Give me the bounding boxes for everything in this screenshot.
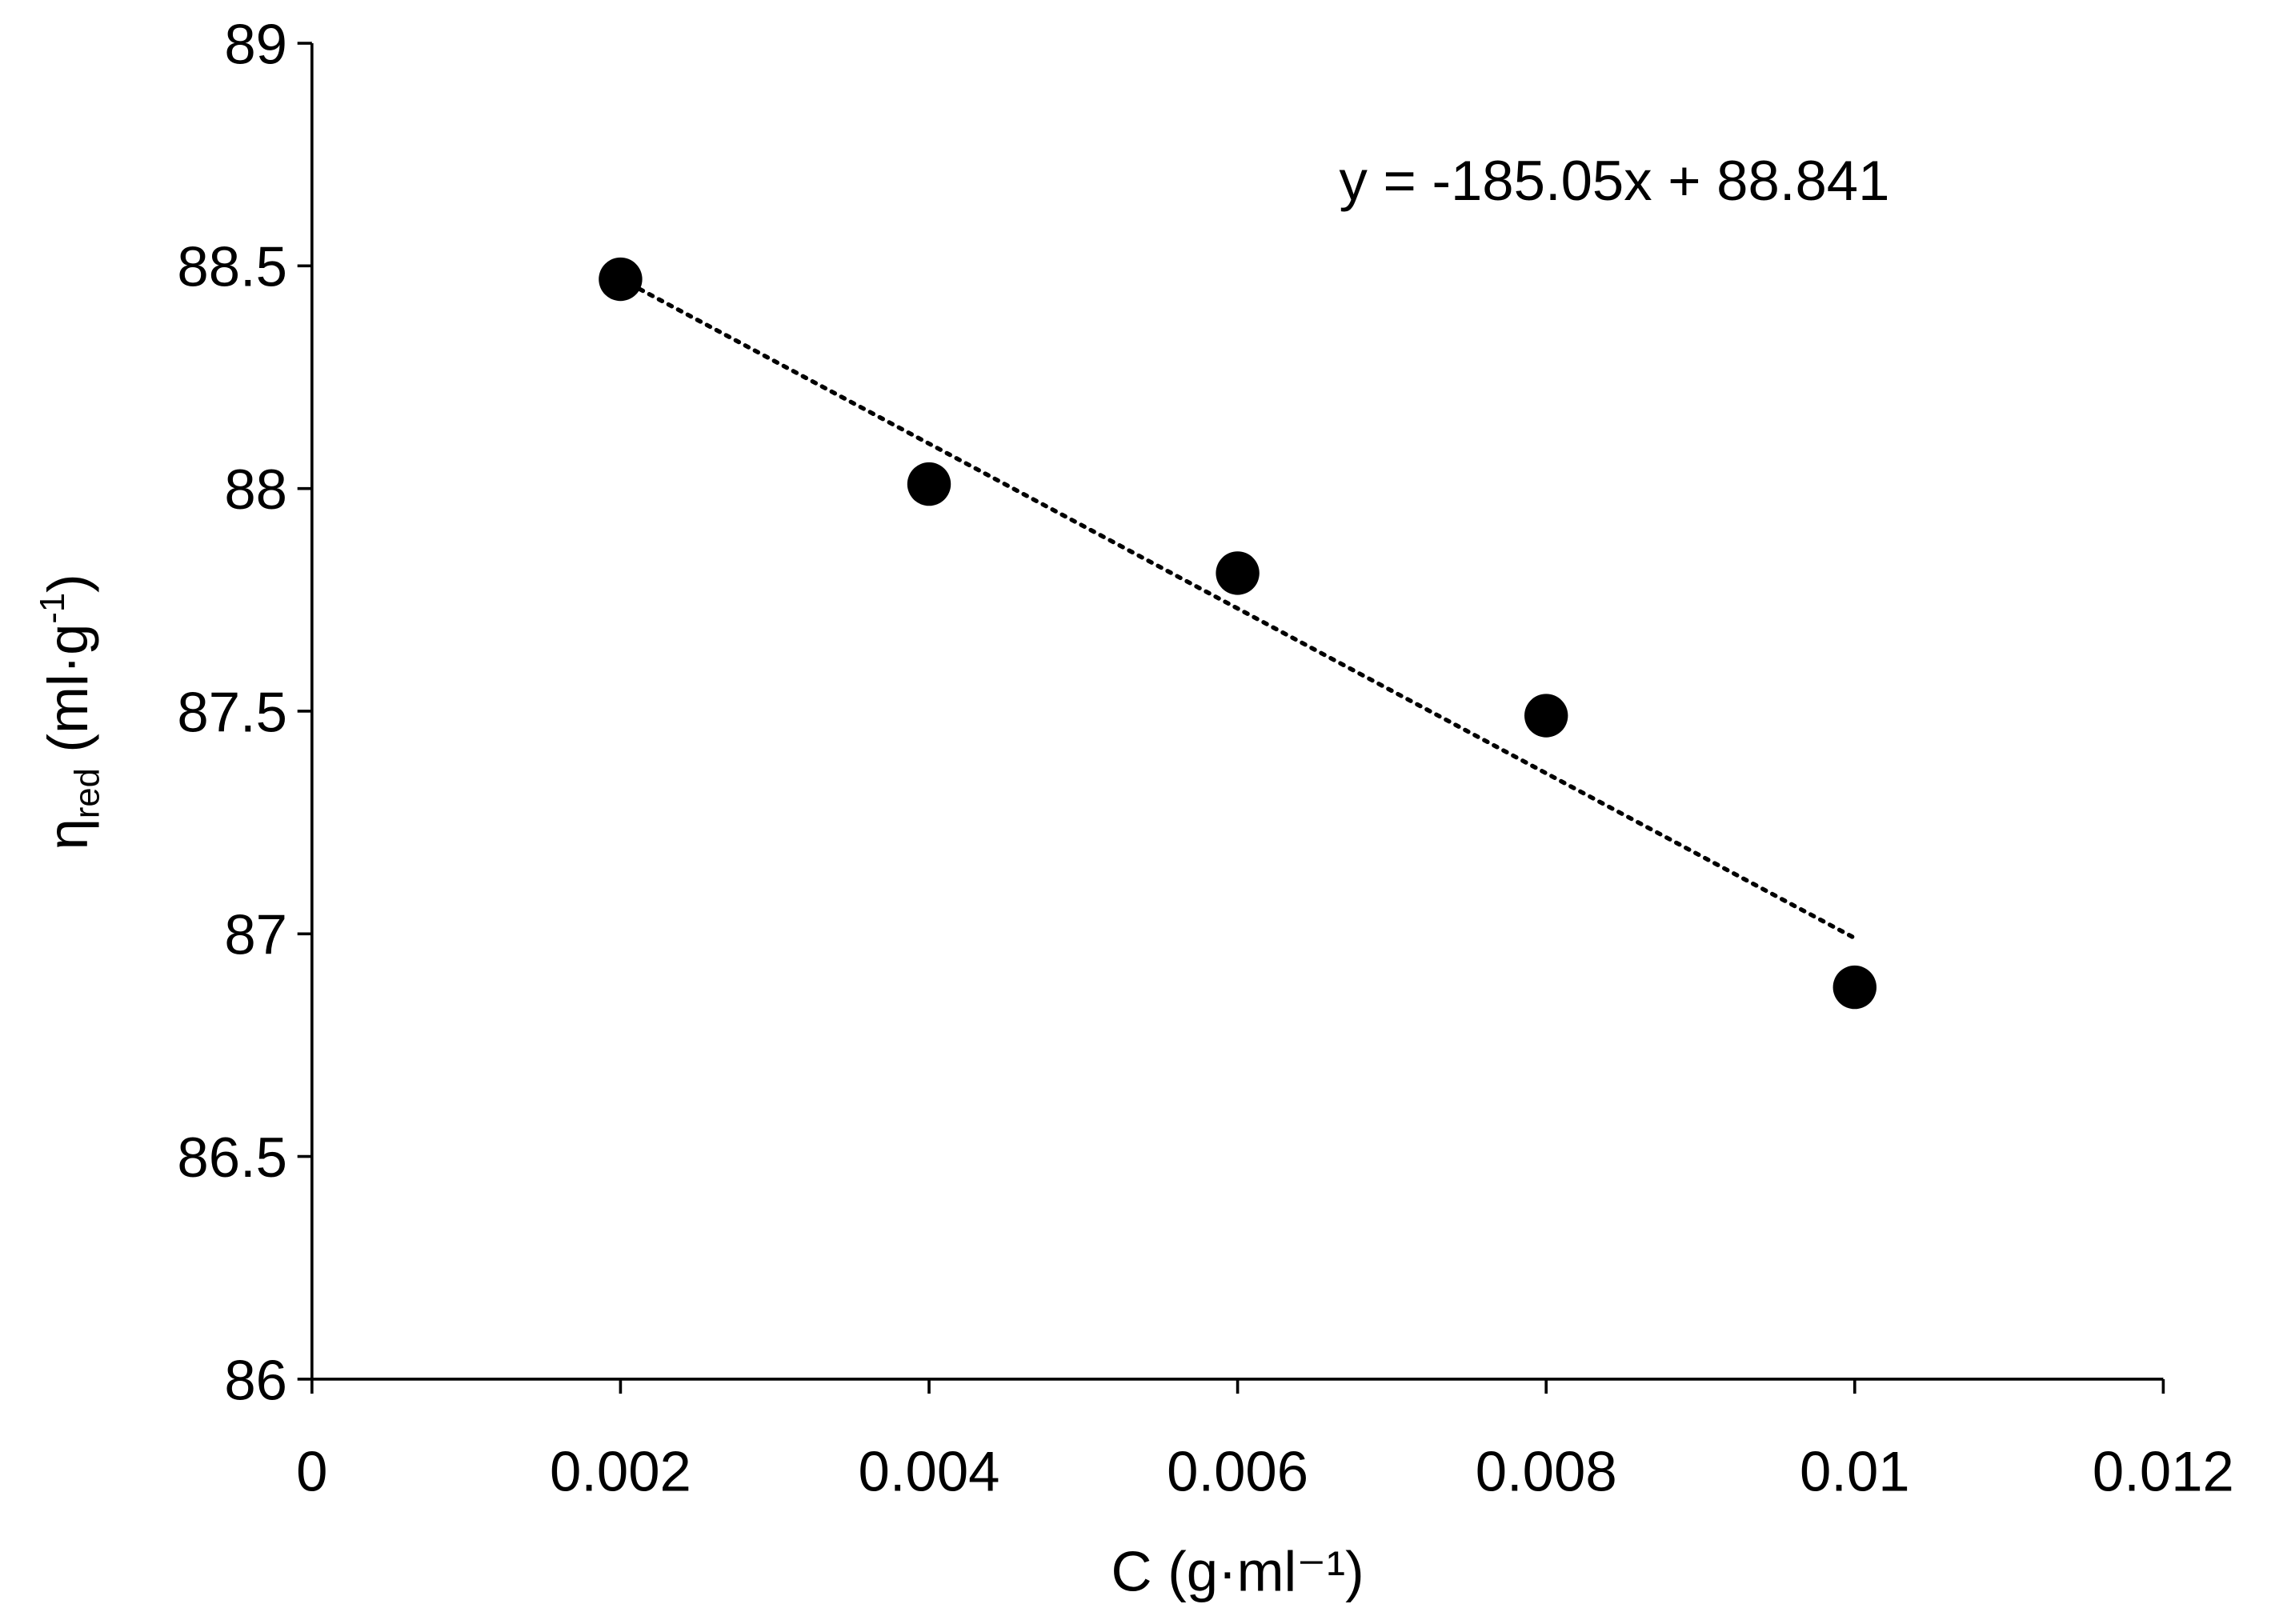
y-tick-label: 87 <box>224 903 287 966</box>
x-tick-label: 0.002 <box>550 1440 691 1503</box>
axes <box>297 42 2165 1394</box>
y-tick-label: 88.5 <box>177 235 287 298</box>
data-point <box>1524 694 1568 738</box>
trendline <box>618 276 1857 941</box>
y-axis-label: ηred (ml·g-1) <box>34 574 107 850</box>
data-points <box>599 257 1876 1010</box>
trendline-equation: y = -185.05x + 88.841 <box>1340 149 1890 212</box>
data-point <box>1216 551 1260 595</box>
data-point <box>907 462 951 506</box>
y-tick-label: 86 <box>224 1348 287 1411</box>
x-tick-label: 0.012 <box>2093 1440 2234 1503</box>
x-tick-label: 0 <box>296 1440 327 1503</box>
data-point <box>1832 965 1876 1010</box>
x-tick-label: 0.004 <box>859 1440 1000 1503</box>
x-tick-label: 0.006 <box>1167 1440 1308 1503</box>
y-tick-label: 86.5 <box>177 1126 287 1189</box>
x-axis-label: C (g·ml⁻¹) <box>1111 1540 1364 1603</box>
y-tick-label: 87.5 <box>177 680 287 743</box>
x-tick-labels: 0 0.002 0.004 0.006 0.008 0.01 0.012 <box>296 1440 2234 1503</box>
x-tick-label: 0.008 <box>1476 1440 1617 1503</box>
y-tick-labels: 86 86.5 87 87.5 88 88.5 89 <box>177 12 287 1411</box>
data-point <box>599 257 643 302</box>
y-tick-label: 89 <box>224 12 287 75</box>
y-tick-label: 88 <box>224 458 287 521</box>
x-tick-label: 0.01 <box>1800 1440 1910 1503</box>
